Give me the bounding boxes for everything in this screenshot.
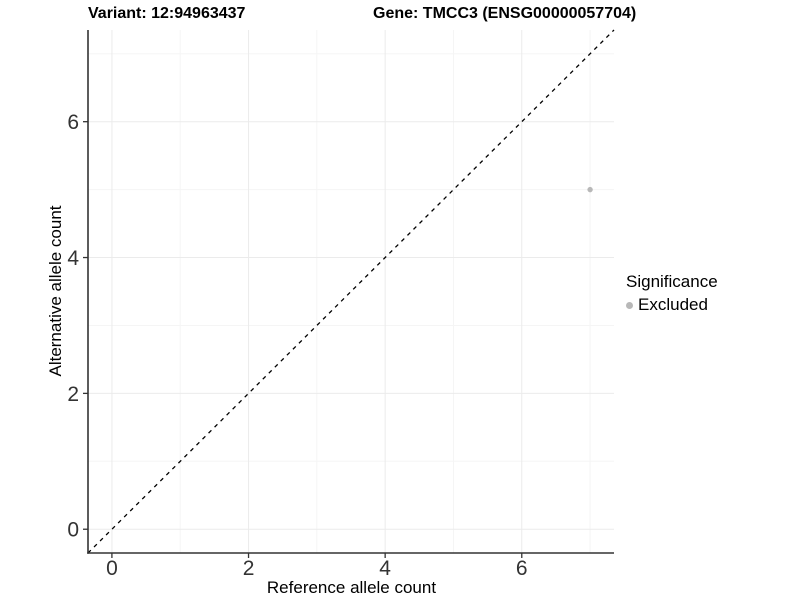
variant-title: Variant: 12:94963437 xyxy=(88,5,246,22)
y-tick-label: 4 xyxy=(67,247,79,270)
legend-item-excluded: Excluded xyxy=(626,295,796,315)
data-point xyxy=(587,186,593,193)
x-tick-label: 6 xyxy=(516,557,528,580)
x-axis-title: Reference allele count xyxy=(266,578,437,597)
x-tick-label: 0 xyxy=(106,557,118,580)
y-axis-title: Alternative allele count xyxy=(46,205,65,377)
x-tick-label: 4 xyxy=(379,557,391,580)
legend-key-dot-icon xyxy=(626,301,633,309)
y-tick-label: 6 xyxy=(67,111,79,134)
gene-title: Gene: TMCC3 (ENSG00000057704) xyxy=(373,5,637,22)
y-tick-label: 2 xyxy=(67,383,79,406)
identity-dashed-line xyxy=(87,29,615,554)
legend-title: Significance xyxy=(626,272,718,291)
legend: Significance Excluded xyxy=(626,272,796,315)
x-tick-label: 2 xyxy=(243,557,255,580)
legend-item-label: Excluded xyxy=(638,295,708,314)
y-tick-label: 0 xyxy=(67,519,79,542)
